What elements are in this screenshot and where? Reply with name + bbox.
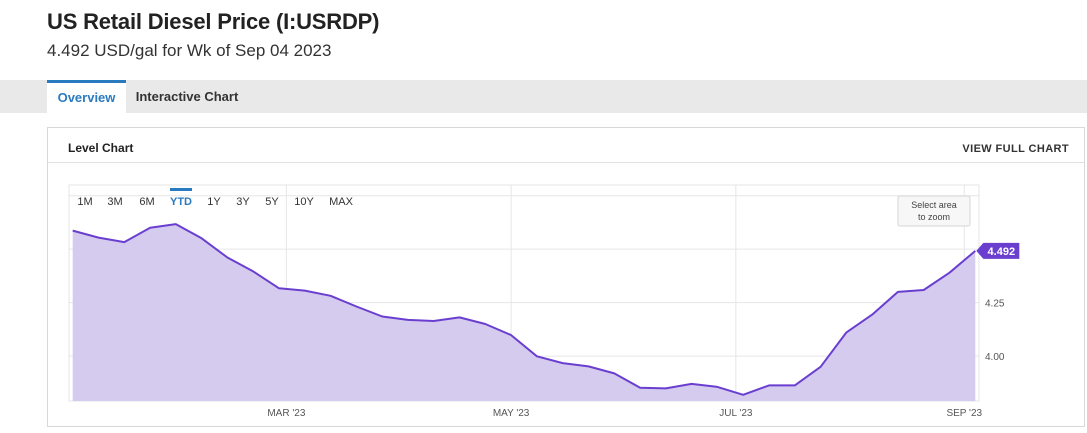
data-point — [561, 362, 564, 365]
y-tick-label: 4.00 — [985, 352, 1005, 363]
range-button-6m-label: 6M — [139, 196, 154, 208]
y-tick-label: 4.25 — [985, 299, 1005, 310]
data-point — [587, 365, 590, 368]
series-area — [72, 224, 976, 401]
zoom-hint-text: to zoom — [918, 212, 950, 222]
x-tick-label: JUL '23 — [719, 408, 753, 419]
data-point — [768, 384, 771, 387]
data-point — [381, 315, 384, 318]
data-point — [226, 256, 229, 259]
page-title: US Retail Diesel Price (I:USRDP) — [47, 9, 380, 34]
series-line — [72, 223, 976, 396]
data-point — [665, 387, 668, 390]
tab-interactive-chart[interactable]: Interactive Chart — [135, 89, 239, 104]
data-point — [639, 386, 642, 389]
data-point — [278, 287, 281, 290]
range-button-3y[interactable]: 3Y — [236, 196, 250, 208]
data-point — [716, 386, 719, 389]
range-button-3y-label: 3Y — [236, 196, 250, 208]
range-button-ytd-label: YTD — [170, 196, 192, 208]
view-full-chart-link[interactable]: VIEW FULL CHART — [962, 143, 1069, 155]
zoom-hint-text: Select area — [911, 200, 957, 210]
data-point — [974, 250, 977, 253]
data-point — [845, 331, 848, 334]
zoom-hint-box — [897, 195, 971, 227]
data-point — [175, 223, 178, 226]
last-value-badge — [976, 242, 1020, 259]
range-button-6m[interactable]: 6M — [139, 196, 154, 208]
data-point — [793, 384, 796, 387]
data-point — [458, 316, 461, 319]
zoom-hint: Select area to zoom — [897, 195, 971, 227]
range-button-5y[interactable]: 5Y — [265, 196, 279, 208]
range-button-3m-label: 3M — [107, 196, 122, 208]
range-button-10y[interactable]: 10Y — [294, 196, 314, 208]
level-chart-panel: Level Chart VIEW FULL CHART 4.004.254.50… — [47, 127, 1085, 427]
data-point — [329, 294, 332, 297]
range-button-max-label: MAX — [329, 196, 354, 208]
data-point — [200, 237, 203, 240]
data-point — [871, 313, 874, 316]
data-point — [355, 305, 358, 308]
data-point — [613, 372, 616, 375]
active-range-indicator — [170, 188, 192, 191]
panel-title: Level Chart — [68, 141, 134, 155]
panel-header: Level Chart VIEW FULL CHART — [48, 128, 1084, 163]
data-point — [71, 229, 74, 232]
data-point — [97, 236, 100, 239]
latest-value-subtitle: 4.492 USD/gal for Wk of Sep 04 2023 — [47, 41, 332, 60]
data-point — [742, 393, 745, 396]
data-point — [536, 355, 539, 358]
data-point — [432, 320, 435, 323]
range-button-1y-label: 1Y — [207, 196, 221, 208]
data-point — [948, 271, 951, 274]
range-button-1y[interactable]: 1Y — [207, 196, 221, 208]
data-point — [149, 226, 152, 229]
data-point — [922, 289, 925, 292]
x-tick-label: SEP '23 — [946, 408, 982, 419]
range-button-3m[interactable]: 3M — [107, 196, 122, 208]
data-point — [407, 319, 410, 322]
x-tick-label: MAR '23 — [267, 408, 305, 419]
x-tick-label: MAY '23 — [493, 408, 530, 419]
data-point — [123, 241, 126, 244]
last-value-label: 4.492 — [988, 246, 1016, 258]
range-button-5y-label: 5Y — [265, 196, 279, 208]
range-button-10y-label: 10Y — [294, 196, 314, 208]
range-button-1m[interactable]: 1M — [77, 196, 92, 208]
data-point — [690, 383, 693, 386]
data-point — [510, 334, 513, 337]
range-button-max[interactable]: MAX — [329, 196, 354, 208]
range-button-ytd[interactable]: YTD — [170, 188, 192, 208]
tab-overview[interactable]: Overview — [47, 80, 126, 113]
data-point — [303, 289, 306, 292]
tab-bar: Overview Interactive Chart — [0, 80, 1087, 113]
data-point — [252, 270, 255, 273]
data-point — [484, 323, 487, 326]
data-point — [897, 291, 900, 294]
data-point — [819, 365, 822, 368]
range-button-1m-label: 1M — [77, 196, 92, 208]
